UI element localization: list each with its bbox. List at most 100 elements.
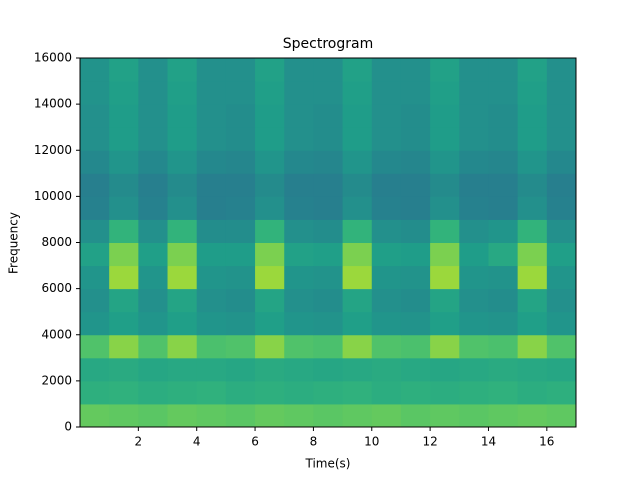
x-tick-label: 8	[310, 435, 318, 449]
spectrogram-cell	[225, 288, 256, 313]
spectrogram-cell	[488, 173, 519, 197]
spectrogram-cell	[546, 403, 577, 428]
spectrogram-cell	[138, 242, 169, 267]
spectrogram-cell	[196, 219, 227, 243]
spectrogram-cell	[371, 127, 402, 151]
spectrogram-cell	[138, 311, 169, 336]
spectrogram-cell	[459, 311, 489, 336]
spectrogram-cell	[430, 150, 460, 174]
spectrogram-cell	[109, 104, 139, 128]
x-tick-label: 6	[251, 435, 259, 449]
spectrogram-cell	[225, 403, 256, 428]
spectrogram-cell	[255, 127, 285, 151]
spectrogram-cell	[196, 380, 227, 405]
x-tick-label: 4	[193, 435, 201, 449]
spectrogram-cell	[167, 357, 198, 382]
spectrogram-cell	[371, 58, 402, 82]
spectrogram-cell	[80, 311, 110, 336]
spectrogram-cell	[313, 265, 344, 290]
spectrogram-cell	[225, 380, 256, 405]
spectrogram-cell	[546, 311, 577, 336]
spectrogram-cell	[225, 104, 256, 128]
spectrogram-cell	[400, 150, 431, 174]
spectrogram-cell	[138, 334, 169, 359]
spectrogram-cell	[488, 403, 519, 428]
x-tick-label: 2	[135, 435, 143, 449]
spectrogram-cell	[284, 288, 314, 313]
spectrogram-cell	[546, 380, 577, 405]
spectrogram-cell	[546, 150, 577, 174]
spectrogram-cell	[225, 311, 256, 336]
spectrogram-cell	[167, 265, 198, 290]
spectrogram-cell	[138, 357, 169, 382]
spectrogram-cell	[80, 219, 110, 243]
spectrogram-cell	[546, 265, 577, 290]
spectrogram-cell	[313, 219, 344, 243]
spectrogram-cell	[80, 58, 110, 82]
spectrogram-cell	[284, 81, 314, 105]
spectrogram-cell	[546, 81, 577, 105]
spectrogram-cell	[80, 357, 110, 382]
spectrogram-cell	[109, 380, 139, 405]
spectrogram-cell	[313, 311, 344, 336]
spectrogram-cell	[313, 127, 344, 151]
spectrogram-cell	[430, 380, 460, 405]
spectrogram-cell	[488, 58, 519, 82]
spectrogram-cell	[400, 219, 431, 243]
spectrogram-cell	[342, 81, 373, 105]
y-tick-label: 16000	[34, 51, 72, 65]
spectrogram-cell	[196, 127, 227, 151]
spectrogram-cell	[255, 242, 285, 267]
spectrogram-cell	[459, 127, 489, 151]
spectrogram-cell	[313, 403, 344, 428]
spectrogram-cell	[459, 403, 489, 428]
spectrogram-cell	[80, 265, 110, 290]
spectrogram-cell	[371, 357, 402, 382]
spectrogram-cell	[342, 334, 373, 359]
spectrogram-cell	[430, 58, 460, 82]
spectrogram-cell	[167, 58, 198, 82]
y-tick-label: 2000	[41, 373, 72, 387]
spectrogram-cell	[284, 334, 314, 359]
spectrogram-cell	[517, 311, 548, 336]
spectrogram-cell	[400, 403, 431, 428]
y-tick-label: 12000	[34, 143, 72, 157]
spectrogram-cell	[459, 58, 489, 82]
spectrogram-cell	[167, 127, 198, 151]
spectrogram-cell	[400, 127, 431, 151]
spectrogram-cell	[430, 173, 460, 197]
spectrogram-cell	[400, 242, 431, 267]
spectrogram-cell	[80, 242, 110, 267]
spectrogram-cell	[284, 311, 314, 336]
spectrogram-cell	[400, 357, 431, 382]
spectrogram-cell	[371, 334, 402, 359]
spectrogram-cell	[80, 127, 110, 151]
x-tick-label: 12	[422, 435, 437, 449]
spectrogram-cell	[517, 58, 548, 82]
spectrogram-cell	[342, 127, 373, 151]
spectrogram-cell	[430, 242, 460, 267]
spectrogram-cell	[430, 104, 460, 128]
spectrogram-cell	[255, 288, 285, 313]
spectrogram-cell	[459, 288, 489, 313]
spectrogram-cell	[342, 196, 373, 220]
spectrogram-cell	[284, 242, 314, 267]
spectrogram-cell	[459, 219, 489, 243]
spectrogram-cell	[400, 104, 431, 128]
spectrogram-cell	[109, 219, 139, 243]
spectrogram-cell	[430, 334, 460, 359]
spectrogram-cell	[196, 150, 227, 174]
spectrogram-cell	[313, 81, 344, 105]
spectrogram-cell	[167, 196, 198, 220]
spectrogram-cell	[80, 173, 110, 197]
spectrogram-cell	[138, 403, 169, 428]
spectrogram-cell	[488, 265, 519, 290]
spectrogram-cell	[517, 357, 548, 382]
spectrogram-cell	[517, 380, 548, 405]
spectrogram-cell	[517, 150, 548, 174]
x-tick-label: 10	[364, 435, 379, 449]
spectrogram-cell	[80, 104, 110, 128]
spectrogram-cell	[546, 242, 577, 267]
spectrogram-cell	[342, 288, 373, 313]
